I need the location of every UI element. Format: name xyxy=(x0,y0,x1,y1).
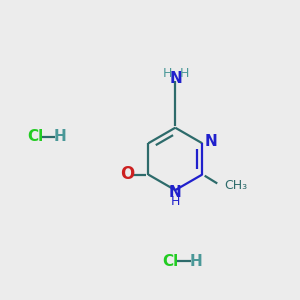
Text: H: H xyxy=(54,129,66,144)
Text: N: N xyxy=(169,185,182,200)
Text: H: H xyxy=(190,254,202,269)
Text: H: H xyxy=(162,67,172,80)
Text: N: N xyxy=(169,71,182,86)
Text: N: N xyxy=(204,134,217,149)
Text: H: H xyxy=(171,195,180,208)
Text: CH₃: CH₃ xyxy=(224,179,248,192)
Text: O: O xyxy=(120,165,135,183)
Text: H: H xyxy=(180,67,190,80)
Text: Cl: Cl xyxy=(27,129,44,144)
Text: Cl: Cl xyxy=(163,254,179,269)
